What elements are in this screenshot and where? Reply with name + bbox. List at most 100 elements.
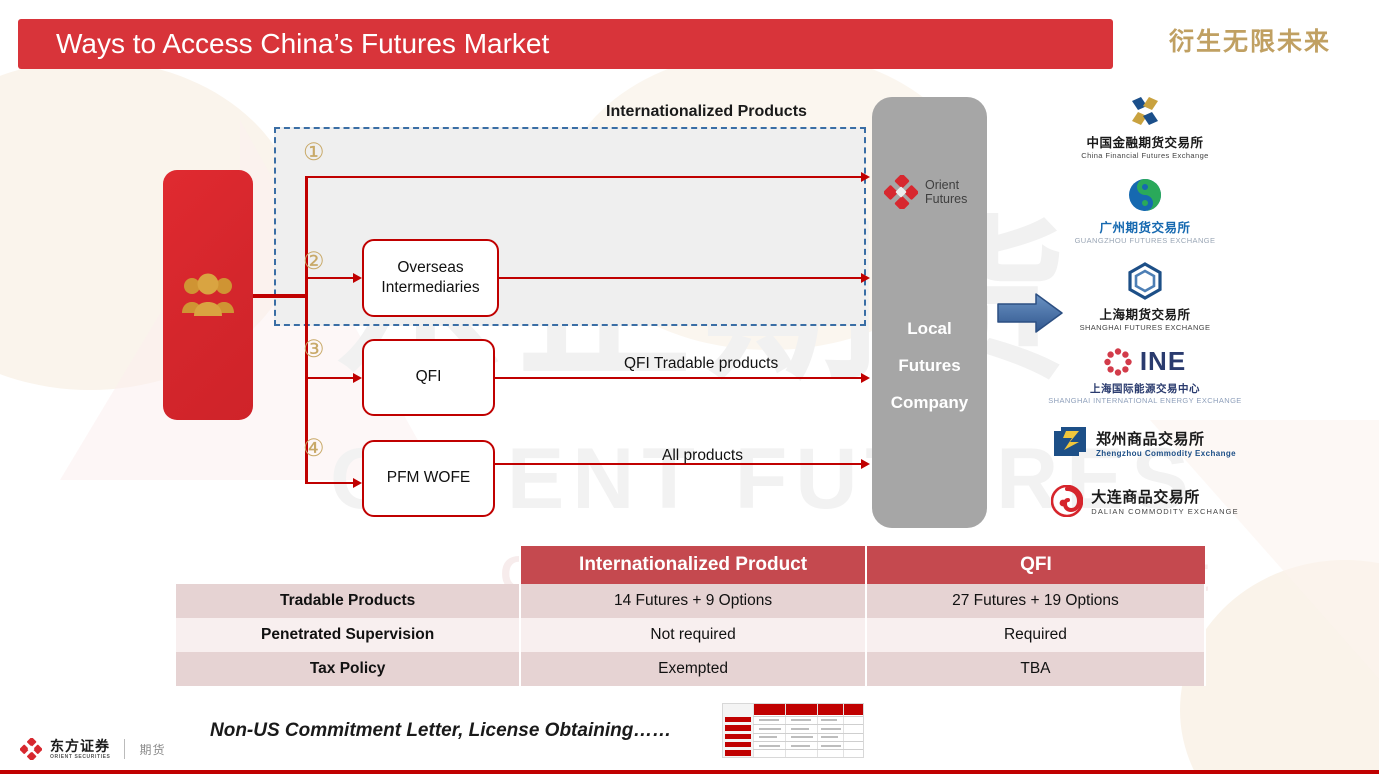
flow-arrowhead-2-in [353,273,362,283]
main-trunk-line [305,176,308,484]
exchange-logo-list: 中国金融期货交易所 China Financial Futures Exchan… [1030,95,1260,517]
table-cell-qfi: Required [864,618,1207,652]
table-row-label: Tradable Products [176,584,522,618]
czce-names: 郑州商品交易所 Zhengzhou Commodity Exchange [1096,428,1236,458]
exchange-name-cn: 广州期货交易所 [1099,221,1191,235]
flow-line-3-out [495,377,865,379]
flow-line-4-in [305,482,357,484]
header-slogan: 衍生无限未来 [1168,28,1331,56]
footnote-text: Non-US Commitment Letter, License Obtain… [210,720,672,741]
cffex-logo-icon [1132,97,1158,125]
brand-name-en: ORIENT SECURITIES [50,753,111,760]
table-cell-internationalized: Not required [519,618,867,652]
table-cell-internationalized: Exempted [519,652,867,686]
blue-right-arrow [996,292,1064,339]
investors-actor-box [163,170,253,420]
flow-line-3-in [305,377,357,379]
dce-logo-icon [1051,485,1084,517]
exchange-item-cffex: 中国金融期货交易所 China Financial Futures Exchan… [1030,95,1260,160]
exchange-name-cn: 中国金融期货交易所 [1086,136,1204,150]
step-number-2: ② [303,248,325,275]
table-header-blank [176,546,522,584]
box-overseas-line2: Intermediaries [381,279,480,296]
exchange-name-cn: 上海国际能源交易中心 [1090,383,1200,395]
exchange-name-en: DALIAN COMMODITY EXCHANGE [1091,507,1239,516]
table-row: Penetrated Supervision Not required Requ… [176,618,1207,652]
orient-futures-wordmark: Orient Futures [925,178,967,207]
exchange-name-en: Zhengzhou Commodity Exchange [1095,449,1237,458]
table-header-internationalized: Internationalized Product [520,546,867,584]
title-banner: Ways to Access China’s Futures Market [18,19,1113,69]
czce-logo-icon [1053,427,1086,456]
orient-futures-diamond-icon [884,175,918,209]
table-row-label: Tax Policy [176,652,522,686]
ine-logo-icon [1104,347,1132,376]
table-cell-internationalized: 14 Futures + 9 Options [519,584,867,618]
exchange-name-en: GUANGZHOU FUTURES EXCHANGE [1074,236,1216,245]
comparison-table-thumbnail[interactable] [722,703,864,758]
exchange-item-shfe: 上海期货交易所 SHANGHAI FUTURES EXCHANGE [1030,261,1260,332]
flow-arrowhead-3-in [353,373,362,383]
orient-futures-name-line2: Futures [925,192,968,206]
background-blob-1 [0,60,300,390]
brand-divider [124,739,126,759]
ine-mark-row: INE [1104,346,1186,377]
local-futures-company-column: Orient Futures Local Futures Company [872,97,987,528]
dce-names: 大连商品交易所 DALIAN COMMODITY EXCHANGE [1091,486,1238,516]
exchange-item-gfex: 广州期货交易所 GUANGZHOU FUTURES EXCHANGE [1030,176,1260,245]
comparison-table: Internationalized Product QFI Tradable P… [176,546,1207,686]
ine-wordmark: INE [1139,346,1187,376]
local-company-line1: Local [907,319,952,338]
box-overseas-intermediaries[interactable]: Overseas Intermediaries [362,239,499,317]
exchange-item-dce: 大连商品交易所 DALIAN COMMODITY EXCHANGE [1030,485,1260,517]
brand-name: 东方证券 ORIENT SECURITIES [50,739,110,760]
background-blob-3 [1180,560,1379,774]
people-group-icon [182,273,234,316]
step-number-4: ④ [303,435,325,462]
table-row: Tax Policy Exempted TBA [176,652,1207,686]
shfe-logo-icon [1128,262,1162,300]
brand-name-cn: 东方证券 [50,737,110,754]
flow-line-2-in [305,277,357,279]
flow-arrowhead-4-in [353,478,362,488]
flow-arrowhead-3-out [861,373,870,383]
gfex-logo-icon [1129,179,1161,211]
flow-arrowhead-1 [861,172,870,182]
exchange-name-cn: 郑州商品交易所 [1095,431,1205,448]
actor-trunk-stub [253,294,307,298]
table-header-row: Internationalized Product QFI [176,546,1205,584]
flow-label-qfi-tradable: QFI Tradable products [624,355,779,372]
step-number-3: ③ [303,336,325,363]
orient-securities-diamond-icon [20,738,42,760]
exchange-item-czce: 郑州商品交易所 Zhengzhou Commodity Exchange [1030,427,1260,459]
exchange-name-en: China Financial Futures Exchange [1081,151,1209,160]
internationalized-products-label: Internationalized Products [606,103,807,120]
local-company-line3: Company [890,393,969,412]
brand-logo: 东方证券 ORIENT SECURITIES 期货 [20,738,166,760]
flow-label-all-products: All products [662,447,743,464]
exchange-name-en: SHANGHAI FUTURES EXCHANGE [1079,323,1211,332]
step-number-1: ① [303,139,325,166]
table-cell-qfi: 27 Futures + 19 Options [864,584,1207,618]
exchange-name-cn: 大连商品交易所 [1091,489,1200,506]
brand-subunit: 期货 [139,742,166,757]
czce-mark-row: 郑州商品交易所 Zhengzhou Commodity Exchange [1053,427,1236,459]
bottom-accent-bar [0,770,1379,774]
orient-futures-name-line1: Orient [925,177,960,192]
exchange-name-en: SHANGHAI INTERNATIONAL ENERGY EXCHANGE [1048,396,1242,405]
table-cell-qfi: TBA [864,652,1207,686]
exchange-name-cn: 上海期货交易所 [1099,308,1191,322]
box-overseas-line1: Overseas [397,258,464,276]
table-row: Tradable Products 14 Futures + 9 Options… [176,584,1207,618]
local-company-line2: Futures [898,356,961,375]
page-title: Ways to Access China’s Futures Market [56,28,550,59]
flow-line-1 [305,176,865,178]
flow-arrowhead-2-out [861,273,870,283]
orient-futures-logo: Orient Futures [884,175,967,209]
box-qfi[interactable]: QFI [362,339,495,416]
flow-arrowhead-4-out [861,459,870,469]
table-header-qfi: QFI [865,546,1205,584]
flow-line-4-out [495,463,865,465]
box-pfm-wofe[interactable]: PFM WOFE [362,440,495,517]
